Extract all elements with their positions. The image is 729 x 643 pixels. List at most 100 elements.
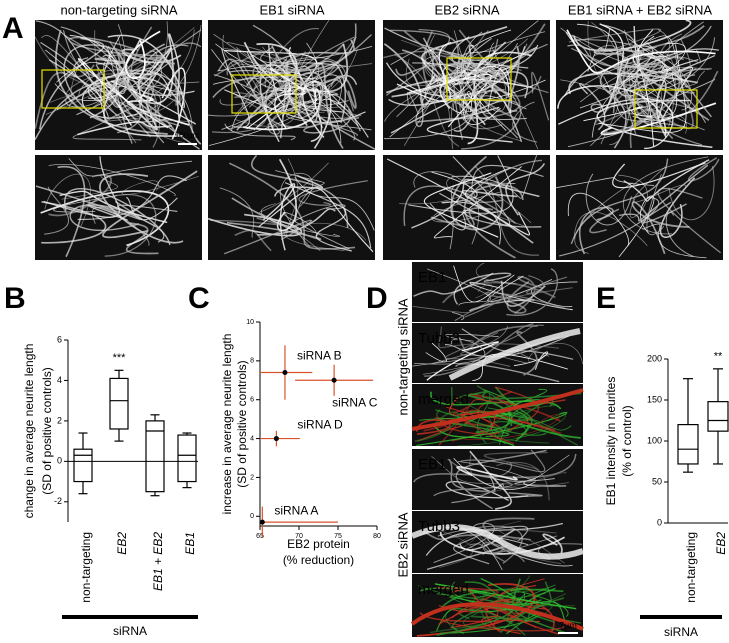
inset-box: [446, 57, 512, 101]
fiber: [459, 30, 503, 130]
fiber: [210, 217, 301, 230]
box: [677, 424, 699, 465]
fiber: [433, 166, 522, 239]
x-axis-label: siRNA: [113, 624, 147, 638]
fiber: [103, 29, 195, 122]
fiber: [440, 531, 566, 555]
panel-letter: B: [4, 282, 26, 315]
y-tick-label: 200: [647, 353, 662, 363]
fiber: [441, 31, 483, 95]
fiber: [453, 20, 539, 113]
fiber: [224, 47, 285, 114]
fiber: [442, 281, 556, 304]
fiber: [81, 73, 152, 119]
fiber: [506, 268, 559, 316]
column-label: EB1 siRNA: [259, 2, 324, 17]
fiber: [48, 164, 176, 196]
column-label: EB2 siRNA: [434, 2, 499, 17]
y-tick-label: 4: [250, 435, 254, 442]
fiber: [282, 62, 347, 80]
fiber: [454, 293, 508, 322]
channel-label: merged: [418, 391, 469, 408]
fiber: [396, 41, 452, 103]
x-tick-label: EB2: [115, 532, 129, 555]
fiber: [279, 60, 289, 139]
x-tick-label: 80: [373, 533, 381, 540]
x-axis-label: siRNA: [664, 625, 698, 639]
fiber: [429, 203, 467, 231]
neurite: [448, 328, 581, 381]
panel-letter: E: [596, 282, 616, 315]
fiber: [436, 409, 513, 435]
fiber: [282, 212, 350, 250]
fiber: [469, 450, 512, 510]
fiber: [40, 35, 137, 144]
fiber: [50, 59, 82, 103]
fiber: [587, 20, 649, 114]
fiber: [450, 155, 504, 231]
fiber: [422, 530, 531, 541]
fiber: [498, 412, 529, 445]
fiber: [413, 171, 480, 245]
fiber: [642, 223, 707, 259]
y-tick-label: 0: [250, 513, 254, 520]
fiber: [475, 284, 493, 299]
fiber: [413, 338, 486, 365]
fiber: [453, 70, 488, 140]
fiber: [77, 58, 169, 129]
fiber: [487, 42, 519, 74]
fiber: [449, 396, 496, 431]
fiber: [558, 98, 674, 150]
fiber: [508, 492, 543, 498]
fiber: [510, 589, 569, 618]
fiber: [412, 62, 469, 103]
fiber: [500, 280, 546, 307]
fiber: [219, 187, 255, 239]
fiber: [453, 458, 536, 490]
fiber: [494, 527, 565, 564]
scale-bar-label: 7µm: [559, 620, 577, 630]
fiber: [452, 406, 515, 445]
fiber: [462, 209, 542, 228]
point: [331, 377, 337, 383]
fiber: [633, 26, 667, 120]
x-axis-label: (% reduction): [283, 553, 354, 567]
fiber: [389, 29, 514, 96]
fiber: [59, 190, 168, 224]
x-tick-label: EB1: [183, 532, 197, 555]
point: [273, 436, 279, 442]
fiber: [99, 173, 184, 244]
fiber: [455, 449, 547, 510]
fiber: [425, 342, 447, 363]
fiber: [438, 605, 560, 635]
fiber: [384, 95, 527, 140]
fiber: [396, 75, 491, 118]
y-tick-label: 10: [246, 319, 254, 326]
fiber: [430, 207, 494, 228]
fiber: [445, 481, 529, 502]
fiber: [483, 451, 548, 471]
channel-label: EB1: [418, 269, 446, 286]
fiber: [464, 581, 556, 623]
fiber: [461, 189, 534, 244]
fiber: [559, 197, 660, 257]
fiber: [257, 208, 336, 236]
x-tick-label: non-targeting: [79, 532, 93, 603]
fiber: [57, 165, 86, 258]
fiber: [125, 30, 161, 79]
fiber: [480, 577, 556, 606]
fiber: [630, 66, 694, 124]
column-label: EB1 siRNA + EB2 siRNA: [568, 2, 712, 17]
x-tick-label: non-targeting: [684, 532, 698, 603]
fibers: [413, 449, 577, 510]
fiber: [451, 311, 465, 321]
fiber: [212, 23, 357, 98]
fiber: [212, 48, 268, 134]
fiber: [60, 26, 182, 105]
y-tick-label: -2: [54, 496, 62, 506]
fiber: [456, 465, 518, 481]
column-label: non-targeting siRNA: [60, 2, 177, 17]
fiber: [388, 94, 463, 134]
fibers: [383, 20, 550, 150]
fiber: [383, 50, 549, 94]
